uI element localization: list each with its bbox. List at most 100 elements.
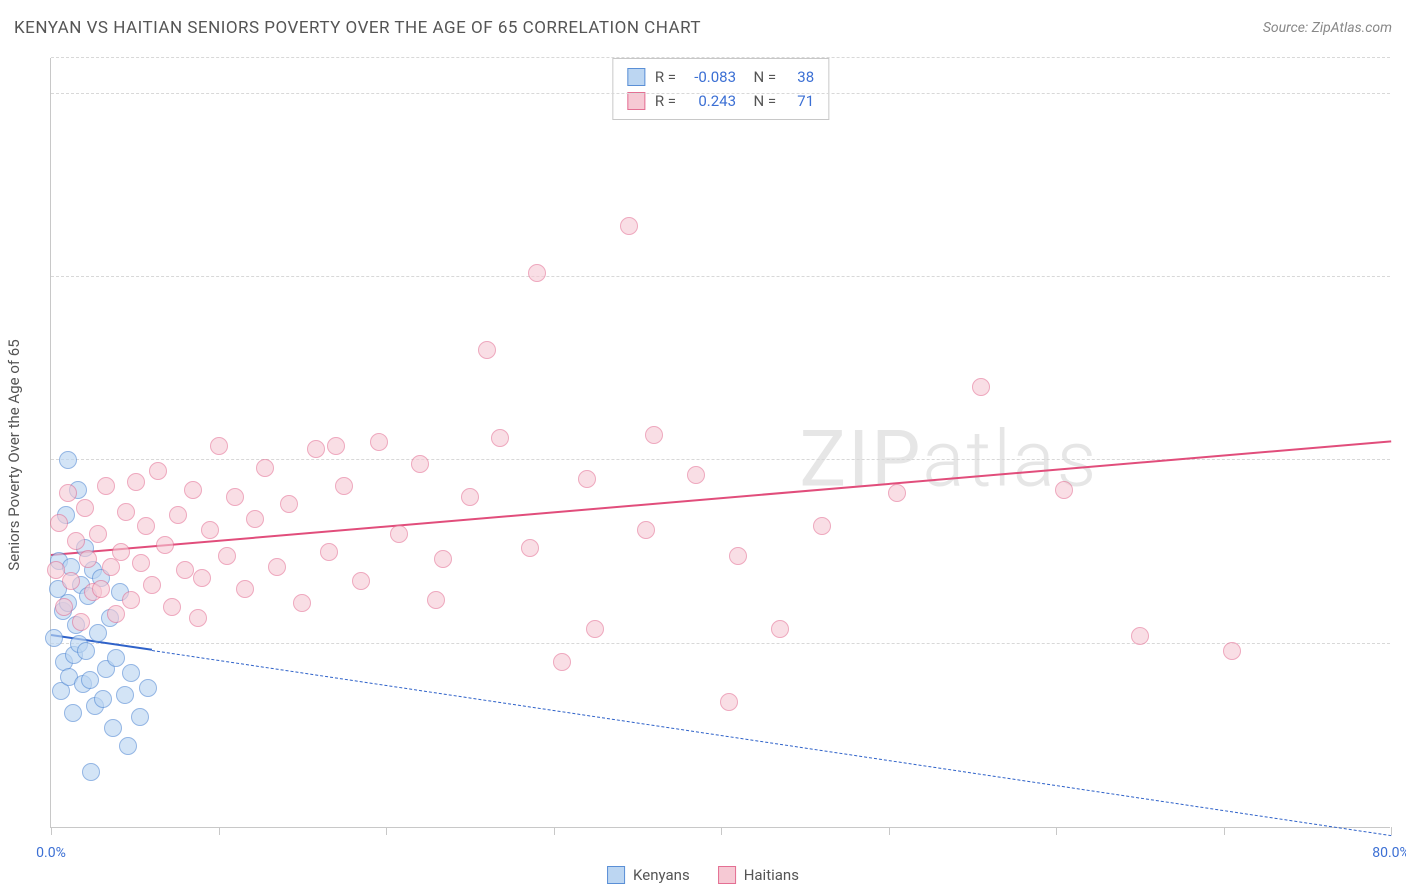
- data-point: [67, 532, 85, 550]
- data-point: [201, 521, 219, 539]
- data-point: [131, 708, 149, 726]
- data-point: [92, 569, 110, 587]
- data-point: [50, 514, 68, 532]
- data-point: [143, 576, 161, 594]
- data-point: [79, 587, 97, 605]
- data-point: [111, 583, 129, 601]
- data-point: [176, 561, 194, 579]
- plot-area: ZIPatlas R =-0.083 N =38R =0.243 N =71 1…: [50, 58, 1390, 828]
- data-point: [528, 264, 546, 282]
- trend-line-dashed: [151, 650, 1391, 836]
- data-point: [117, 503, 135, 521]
- gridline: [51, 276, 1390, 277]
- data-point: [1055, 481, 1073, 499]
- data-point: [55, 653, 73, 671]
- data-point: [729, 547, 747, 565]
- data-point: [104, 719, 122, 737]
- legend-swatch: [607, 866, 625, 884]
- legend-label: Kenyans: [633, 866, 690, 884]
- data-point: [59, 484, 77, 502]
- data-point: [553, 653, 571, 671]
- stat-label: N =: [746, 65, 776, 89]
- data-point: [89, 525, 107, 543]
- stat-r-value: -0.083: [686, 65, 736, 89]
- data-point: [92, 580, 110, 598]
- x-tick: [386, 827, 387, 835]
- data-point: [74, 675, 92, 693]
- data-point: [49, 580, 67, 598]
- watermark: ZIPatlas: [799, 415, 1098, 506]
- data-point: [64, 704, 82, 722]
- data-point: [972, 378, 990, 396]
- data-point: [84, 561, 102, 579]
- data-point: [246, 510, 264, 528]
- data-point: [132, 554, 150, 572]
- data-point: [293, 594, 311, 612]
- x-tick: [554, 827, 555, 835]
- gridline: [51, 643, 1390, 644]
- data-point: [65, 646, 83, 664]
- data-point: [586, 620, 604, 638]
- data-point: [72, 576, 90, 594]
- gridline: [51, 57, 1390, 58]
- data-point: [236, 580, 254, 598]
- x-tick: [219, 827, 220, 835]
- data-point: [54, 602, 72, 620]
- x-tick: [1391, 827, 1392, 835]
- y-axis-label: Seniors Poverty Over the Age of 65: [5, 339, 23, 570]
- data-point: [193, 569, 211, 587]
- x-tick: [51, 827, 52, 835]
- x-tick: [1224, 827, 1225, 835]
- data-point: [226, 488, 244, 506]
- data-point: [771, 620, 789, 638]
- trend-line: [51, 440, 1391, 556]
- data-point: [102, 558, 120, 576]
- legend-item: Haitians: [718, 866, 799, 884]
- data-point: [411, 455, 429, 473]
- gridline: [51, 459, 1390, 460]
- legend-swatch: [627, 68, 645, 86]
- data-point: [645, 426, 663, 444]
- y-tick-label: 30.0%: [1395, 269, 1406, 285]
- data-point: [67, 616, 85, 634]
- x-tick: [889, 827, 890, 835]
- data-point: [45, 629, 63, 647]
- data-point: [76, 499, 94, 517]
- data-point: [47, 561, 65, 579]
- chart-title: KENYAN VS HAITIAN SENIORS POVERTY OVER T…: [14, 18, 701, 38]
- data-point: [122, 664, 140, 682]
- data-point: [116, 686, 134, 704]
- data-point: [184, 481, 202, 499]
- data-point: [107, 649, 125, 667]
- data-point: [59, 594, 77, 612]
- data-point: [52, 682, 70, 700]
- data-point: [86, 697, 104, 715]
- data-point: [97, 477, 115, 495]
- x-tick-label: 0.0%: [36, 845, 66, 861]
- data-point: [637, 521, 655, 539]
- data-point: [218, 547, 236, 565]
- data-point: [461, 488, 479, 506]
- data-point: [149, 462, 167, 480]
- data-point: [578, 470, 596, 488]
- data-point: [69, 481, 87, 499]
- data-point: [256, 459, 274, 477]
- data-point: [62, 572, 80, 590]
- data-point: [55, 598, 73, 616]
- data-point: [60, 668, 78, 686]
- data-point: [62, 558, 80, 576]
- legend-swatch: [627, 92, 645, 110]
- data-point: [189, 609, 207, 627]
- data-point: [137, 517, 155, 535]
- legend-item: Kenyans: [607, 866, 690, 884]
- data-point: [352, 572, 370, 590]
- legend-label: Haitians: [744, 866, 799, 884]
- data-point: [720, 693, 738, 711]
- data-point: [101, 609, 119, 627]
- data-point: [122, 591, 140, 609]
- data-point: [888, 484, 906, 502]
- data-point: [57, 506, 75, 524]
- data-point: [813, 517, 831, 535]
- data-point: [82, 763, 100, 781]
- data-point: [107, 605, 125, 623]
